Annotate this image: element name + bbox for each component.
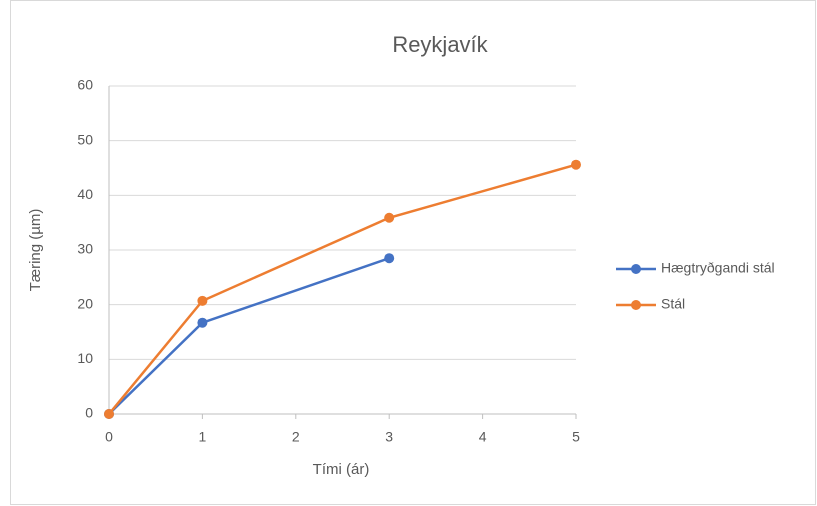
data-point xyxy=(384,253,395,264)
x-tick-label: 1 xyxy=(199,429,207,445)
y-axis-label: Tæring (µm) xyxy=(27,209,44,292)
y-tick-label: 40 xyxy=(77,186,93,202)
data-point xyxy=(197,317,208,328)
data-point xyxy=(571,159,581,170)
y-tick-label: 50 xyxy=(77,131,93,147)
legend-marker xyxy=(631,300,641,310)
y-tick-label: 20 xyxy=(77,295,93,311)
legend-label: Stál xyxy=(661,296,685,312)
y-tick-label: 10 xyxy=(77,350,93,366)
y-tick-label: 60 xyxy=(77,77,93,93)
data-point xyxy=(197,295,208,306)
x-tick-label: 4 xyxy=(479,429,487,445)
x-tick-label: 3 xyxy=(385,429,393,445)
chart-frame xyxy=(10,0,816,505)
series-line xyxy=(108,163,577,415)
x-tick-label: 0 xyxy=(105,429,113,445)
x-tick-label: 2 xyxy=(292,429,300,445)
chart-title: Reykjavík xyxy=(392,32,488,57)
x-axis-label: Tími (ár) xyxy=(313,461,370,478)
x-tick-label: 5 xyxy=(572,429,580,445)
legend-label: Hægtryðgandi stál xyxy=(661,260,775,276)
y-tick-label: 30 xyxy=(77,241,93,257)
data-point xyxy=(384,212,395,223)
data-point xyxy=(104,409,114,419)
legend-marker xyxy=(631,264,641,274)
y-tick-label: 0 xyxy=(85,405,93,421)
